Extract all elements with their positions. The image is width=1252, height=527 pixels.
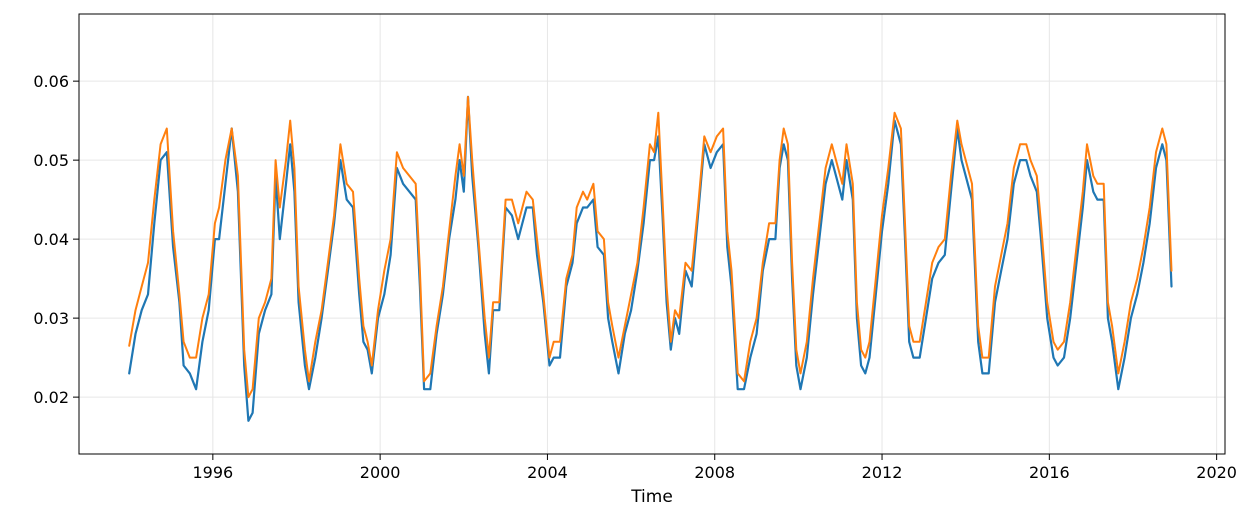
x-tick-label: 2008 [694, 463, 735, 482]
plot-frame [78, 13, 1226, 455]
x-axis-label: Time [630, 487, 673, 507]
y-tick-label: 0.04 [33, 230, 69, 249]
x-tick-label: 2000 [360, 463, 401, 482]
axis-ticks: 1996 2000 2004 2008 2012 2016 2020 0.02 0.03 0.04… [33, 72, 1237, 482]
series-layer [128, 95, 1173, 422]
x-tick-label: 2012 [862, 463, 903, 482]
x-tick-label: 2004 [527, 463, 568, 482]
x-tick-label: 2016 [1029, 463, 1070, 482]
y-tick-label: 0.02 [33, 388, 69, 407]
x-tick-label: 1996 [192, 463, 233, 482]
series-line-1 [128, 95, 1173, 422]
x-tick-label: 2020 [1196, 463, 1237, 482]
y-tick-label: 0.03 [33, 309, 69, 328]
y-tick-label: 0.05 [33, 151, 69, 170]
series-line-2 [128, 95, 1173, 399]
y-tick-label: 0.06 [33, 72, 69, 91]
